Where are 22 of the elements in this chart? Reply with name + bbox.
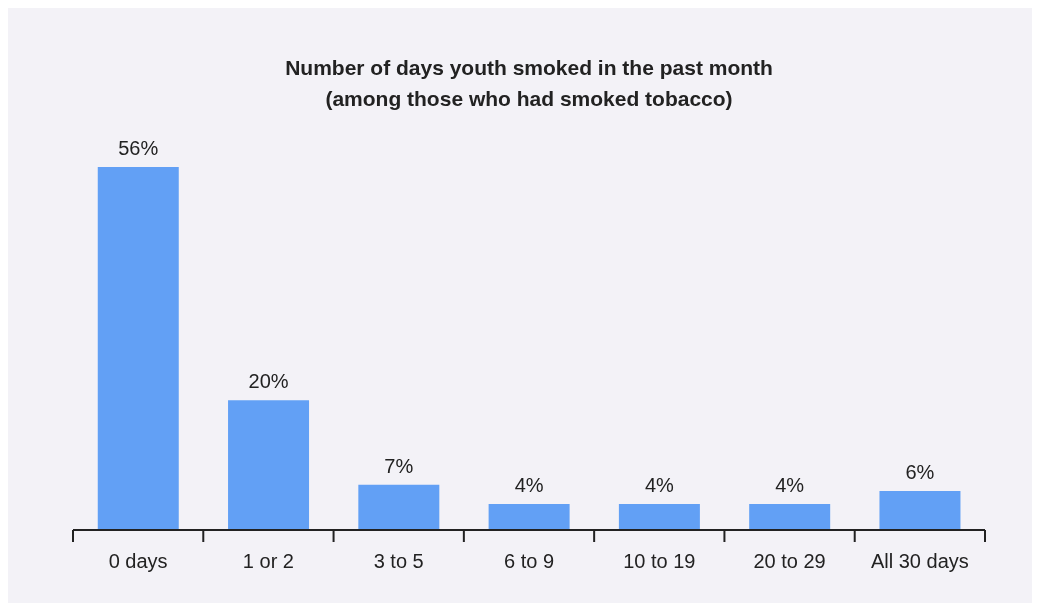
bar (358, 484, 440, 530)
data-label: 6% (905, 461, 935, 484)
x-tick-label: 10 to 19 (623, 550, 696, 572)
bar (488, 504, 570, 530)
x-tick-label: 20 to 29 (753, 550, 826, 572)
x-tick-label: 1 or 2 (242, 550, 295, 572)
bar (228, 400, 310, 530)
bar (97, 167, 179, 530)
x-tick-label: 6 to 9 (503, 550, 555, 572)
data-label: 56% (118, 137, 159, 159)
bar (879, 491, 961, 530)
x-tick-label: All 30 days (870, 550, 969, 572)
bar (749, 504, 831, 530)
bar (618, 504, 700, 530)
data-label: 4% (644, 474, 675, 497)
data-label: 4% (775, 474, 805, 497)
chart-title: Number of days youth smoked in the past month (among those who had smoked tobacco) (284, 55, 774, 112)
data-label: 20% (248, 370, 289, 393)
data-label: 4% (514, 474, 544, 497)
x-tick-label: 0 days (108, 550, 168, 572)
x-tick-label: 3 to 5 (373, 550, 424, 572)
data-label: 7% (384, 454, 414, 477)
